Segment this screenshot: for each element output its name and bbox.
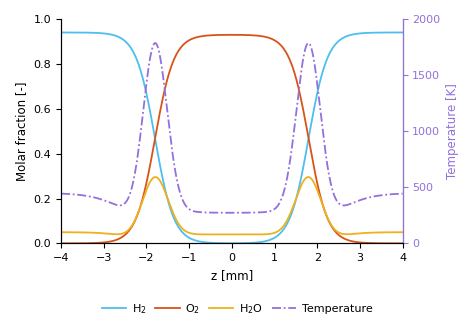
X-axis label: z [mm]: z [mm] <box>210 269 253 282</box>
Y-axis label: Molar fraction [-]: Molar fraction [-] <box>15 82 28 181</box>
Y-axis label: Temperature [K]: Temperature [K] <box>446 83 459 179</box>
Legend: H$_2$, O$_2$, H$_2$O, Temperature: H$_2$, O$_2$, H$_2$O, Temperature <box>97 298 377 320</box>
